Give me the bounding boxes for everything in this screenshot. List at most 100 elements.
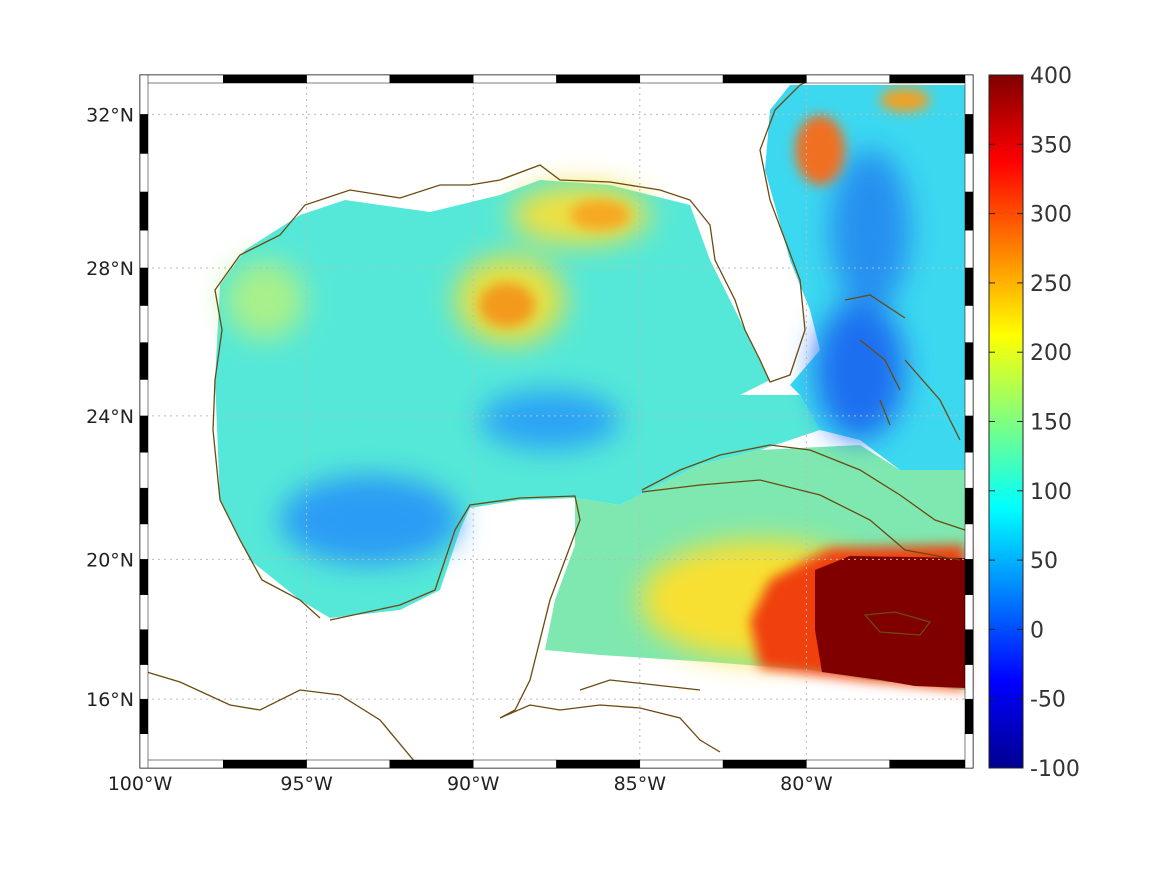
frame-segment (306, 74, 391, 84)
atlantic-low (830, 150, 910, 310)
frame-segment (964, 664, 974, 700)
frame-segment (556, 759, 641, 769)
frame-segment (964, 733, 974, 769)
frame-segment (964, 191, 974, 231)
frame-segment (389, 759, 474, 769)
frame-segment (472, 759, 557, 769)
frame-segment (139, 114, 149, 154)
frame-segment (964, 523, 974, 560)
frame-segment (139, 74, 149, 115)
colorbar-tick-label: 400 (1030, 64, 1072, 89)
frame-segment (139, 487, 149, 525)
west-shelf-green (225, 260, 305, 340)
yucatan-coast (329, 495, 721, 753)
frame-segment (139, 664, 149, 700)
colorbar: 400 350 300 250 200 150 100 50 0 -50 -100 (988, 64, 1080, 782)
frame-segment (306, 759, 391, 769)
frame-segment (964, 594, 974, 630)
yucatan-low (480, 390, 620, 450)
frame-segment (964, 451, 974, 489)
frame-segment (139, 451, 149, 489)
bahamas-low (815, 300, 905, 440)
frame-segment (964, 342, 974, 380)
carolina-high-top (880, 88, 930, 112)
data-field (215, 85, 965, 690)
frame-segment (139, 415, 149, 453)
frame-segment (806, 74, 890, 84)
coastlines (139, 74, 966, 769)
x-tick-label: 100°W (108, 773, 173, 795)
y-tick-labels: 32°N 28°N 24°N 20°N 16°N (86, 104, 134, 711)
x-tick-labels: 100°W 95°W 90°W 85°W 80°W (108, 773, 833, 795)
x-tick-label: 90°W (447, 773, 500, 795)
frame-segment (639, 74, 724, 84)
y-tick-label: 16°N (86, 689, 134, 711)
frame-segment (472, 74, 557, 84)
colorbar-tick-label: 50 (1030, 549, 1058, 574)
frame-segment (964, 629, 974, 665)
frame-segment (139, 594, 149, 630)
colorbar-tick-label: 300 (1030, 203, 1072, 228)
frame-segment (139, 523, 149, 560)
frame-segment (139, 733, 149, 769)
frame-segment (139, 629, 149, 665)
frame-segment (964, 229, 974, 269)
colorbar-tick-label: 100 (1030, 480, 1072, 505)
carolina-high (795, 115, 845, 185)
x-tick-label: 95°W (280, 773, 333, 795)
map-frame (139, 74, 974, 769)
bay-campeche-low (280, 475, 460, 565)
frame-segment (139, 229, 149, 269)
y-tick-label: 24°N (86, 406, 134, 428)
colorbar-tick-label: 200 (1030, 341, 1072, 366)
frame-segment (806, 759, 890, 769)
frame-segment (139, 698, 149, 734)
y-tick-label: 20°N (86, 549, 134, 571)
x-tick-label: 85°W (614, 773, 667, 795)
frame-segment (389, 74, 474, 84)
cuba-coast (641, 444, 966, 561)
jamaica-coast (863, 611, 932, 636)
frame-segment (964, 305, 974, 343)
frame-segment (139, 759, 224, 769)
frame-segment (964, 74, 974, 115)
frame-segment (139, 342, 149, 380)
frame-segment (139, 191, 149, 231)
frame-segment (139, 74, 224, 84)
frame-segment (722, 759, 807, 769)
frame-segment (964, 379, 974, 417)
frame-segment (964, 114, 974, 154)
frame-segment (964, 267, 974, 306)
frame-segment (964, 698, 974, 734)
colorbar-tick-label: 150 (1030, 411, 1072, 436)
y-tick-label: 28°N (86, 258, 134, 280)
frame-segment (964, 153, 974, 193)
bahamas-coast (844, 294, 961, 441)
frame-segment (139, 305, 149, 343)
frame-segment (556, 74, 641, 84)
frame-segment (139, 379, 149, 417)
frame-segment (139, 559, 149, 595)
y-tick-label: 32°N (86, 104, 134, 126)
frame-segment (964, 559, 974, 595)
gulf-coast (139, 74, 821, 769)
colorbar-tick-label: 0 (1030, 618, 1044, 643)
northern-gulf-orange (570, 200, 630, 230)
caribbean-max (815, 556, 965, 688)
frame-segment (964, 487, 974, 525)
frame-segment (889, 74, 974, 84)
colorbar-tick-label: -100 (1030, 757, 1080, 782)
frame-segment (722, 74, 807, 84)
frame-segment (223, 74, 307, 84)
loop-eddy-core (479, 283, 535, 327)
frame-segment (889, 759, 974, 769)
colorbar-tick-label: 350 (1030, 133, 1072, 158)
frame-segment (639, 759, 724, 769)
colorbar-tick-label: 250 (1030, 272, 1072, 297)
honduras-coast (579, 679, 701, 691)
frame-segment (964, 415, 974, 453)
x-tick-label: 80°W (780, 773, 833, 795)
frame-segment (139, 267, 149, 306)
